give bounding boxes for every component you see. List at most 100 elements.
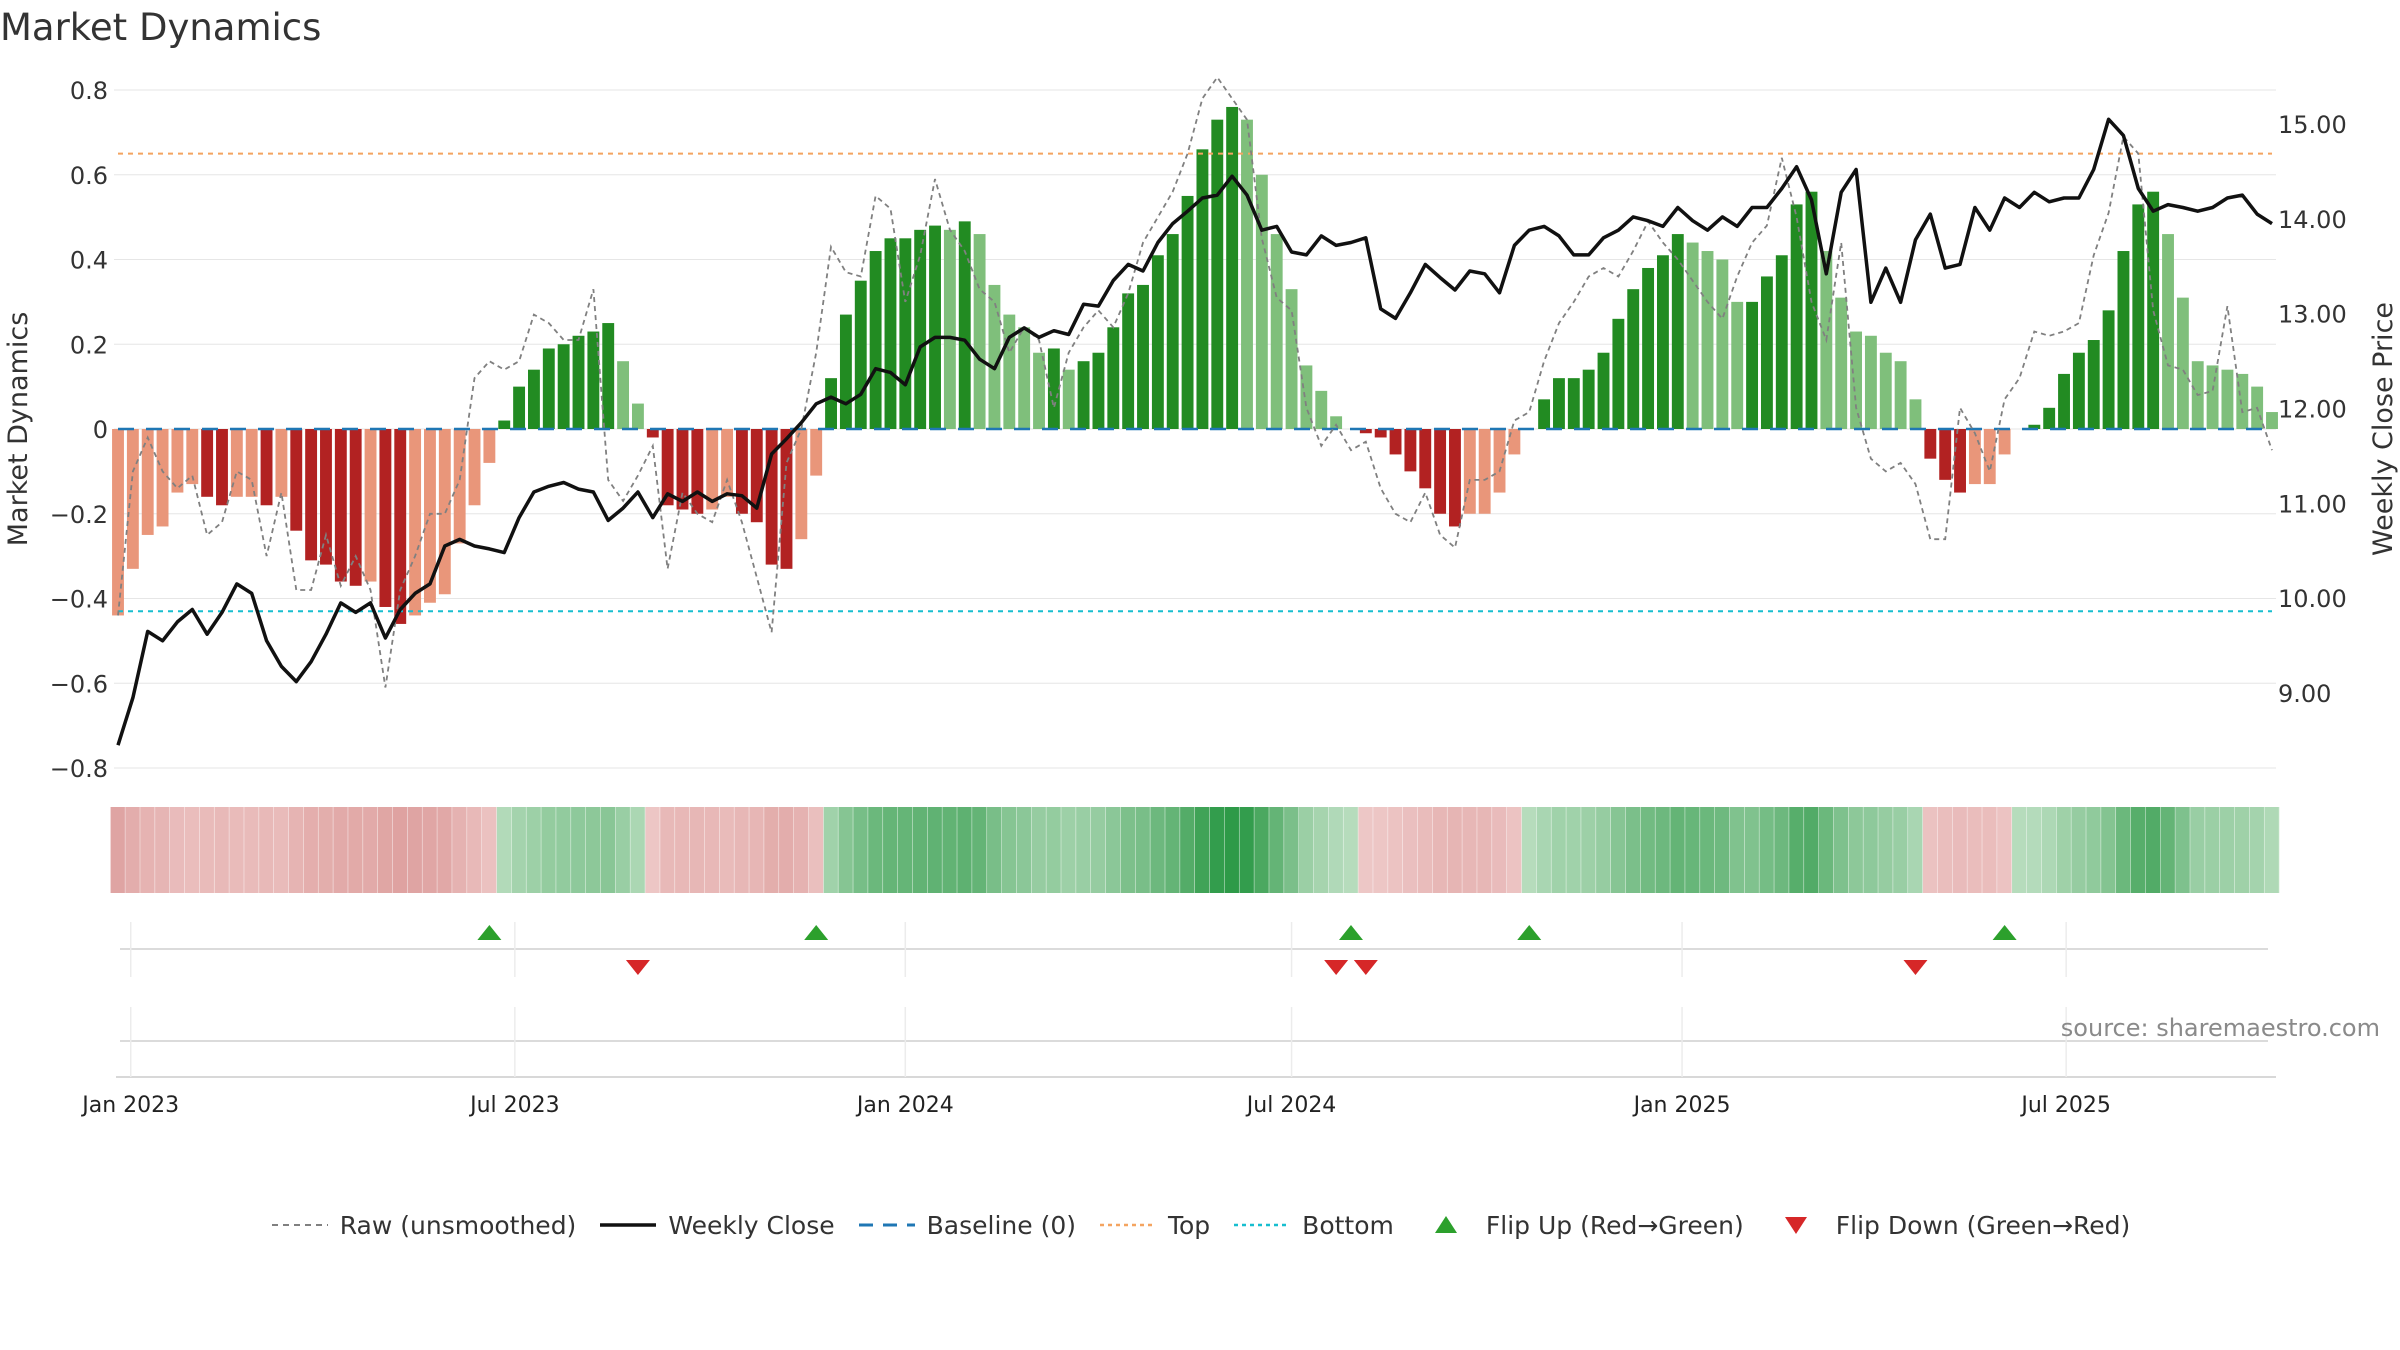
heat-strip-cell	[1789, 807, 1805, 893]
histogram-bar	[1538, 399, 1551, 429]
histogram-bar	[1062, 369, 1075, 429]
histogram-bar	[854, 280, 867, 429]
heat-strip-cell	[2234, 807, 2251, 893]
histogram-bar	[1092, 352, 1105, 429]
heat-strip-cell	[2205, 807, 2221, 893]
heat-strip-cell	[630, 807, 646, 893]
flip-up-marker	[477, 925, 502, 940]
histogram-bar	[216, 429, 228, 506]
heat-strip-cell	[467, 807, 483, 893]
heat-strip-cell	[912, 807, 928, 893]
heat-strip-cell	[1804, 807, 1820, 893]
histogram-bar	[364, 429, 377, 582]
heat-strip-cell	[689, 807, 706, 893]
heat-strip-cell	[169, 807, 186, 893]
heat-strip-cell	[1462, 807, 1478, 893]
histogram-bar	[914, 229, 927, 429]
histogram-bar	[2176, 297, 2189, 429]
heat-strip-cell	[853, 807, 869, 893]
legend-item-baseline[interactable]: Baseline (0)	[857, 1210, 1076, 1240]
histogram-bar	[1835, 297, 1848, 429]
histogram-bar	[1954, 429, 1966, 493]
histogram-bar	[2236, 373, 2249, 429]
histogram-bar	[1077, 361, 1090, 429]
histogram-bar	[2102, 310, 2115, 429]
heat-strip-cell	[496, 807, 512, 893]
legend-swatch-raw	[271, 1224, 328, 1226]
heat-strip-cell	[244, 807, 260, 893]
histogram-bar	[2043, 407, 2056, 429]
legend-item-top[interactable]: Top	[1098, 1210, 1210, 1240]
histogram-bar	[334, 429, 347, 582]
heat-strip-cell	[793, 807, 810, 893]
heat-strip-cell	[1640, 807, 1656, 893]
y-tick-label-left: 0.4	[70, 247, 108, 275]
legend-item-flip-up[interactable]: Flip Up (Red→Green)	[1416, 1210, 1744, 1240]
x-tick-label: Jul 2024	[1245, 1093, 1337, 1118]
histogram-bar	[2132, 204, 2145, 429]
heat-strip-cell	[199, 807, 215, 893]
histogram-bar	[1731, 301, 1744, 429]
raw-series-line	[117, 75, 2273, 688]
heat-strip-cell	[1358, 807, 1374, 893]
histogram-bar	[557, 344, 570, 429]
heat-strip-cell	[318, 807, 334, 893]
histogram-bar	[528, 369, 540, 429]
heat-strip-cell	[2175, 807, 2191, 893]
heat-strip-cell	[1180, 807, 1196, 893]
histogram-bar	[1151, 255, 1164, 429]
legend-item-close[interactable]: Weekly Close	[598, 1210, 835, 1240]
heat-strip-cell	[823, 807, 839, 893]
histogram-bar	[1671, 234, 1684, 429]
histogram-bar	[349, 429, 362, 586]
heat-strip-cell	[481, 807, 498, 893]
y-tick-label-left: 0	[93, 416, 108, 444]
histogram-bar	[1330, 416, 1343, 429]
histogram-bar	[1018, 327, 1031, 429]
heat-strip-cell	[2264, 807, 2280, 893]
heat-strip-cell	[2220, 807, 2236, 893]
histogram-bar	[1686, 242, 1699, 429]
heat-strip-cell	[229, 807, 245, 893]
heat-strip-cell	[288, 807, 304, 893]
legend-label-bottom: Bottom	[1302, 1210, 1394, 1240]
histogram-bar	[498, 420, 511, 429]
heat-strip-cell	[1596, 807, 1612, 893]
histogram-bar	[320, 429, 332, 565]
histogram-bar	[379, 429, 392, 607]
heat-strip-cell	[1076, 807, 1092, 893]
histogram-bar	[1107, 327, 1120, 429]
histogram-bar	[973, 234, 986, 429]
heat-strip-cell	[511, 807, 527, 893]
heat-strip-cell	[1284, 807, 1300, 893]
heat-strip-cell	[1328, 807, 1344, 893]
legend-item-raw[interactable]: Raw (unsmoothed)	[270, 1210, 576, 1240]
heat-strip-cell	[1195, 807, 1211, 893]
heat-strip-cell	[1239, 807, 1255, 893]
histogram-bar	[2221, 369, 2234, 429]
heat-strip-cell	[585, 807, 602, 893]
heat-strip-cell	[1492, 807, 1508, 893]
heat-strip-cell	[749, 807, 765, 893]
heat-strip-cell	[1343, 807, 1359, 893]
heat-strip-cell	[1581, 807, 1597, 893]
histogram-bar	[245, 429, 258, 497]
histogram-bar	[617, 361, 630, 429]
y-tick-label-left: 0.6	[70, 162, 108, 190]
histogram-bar	[1137, 284, 1149, 429]
chart-legend: Raw (unsmoothed) Weekly Close Baseline (…	[0, 1207, 2400, 1243]
histogram-bar	[453, 429, 466, 544]
heat-strip-cell	[987, 807, 1003, 893]
histogram-bar	[1924, 429, 1937, 459]
legend-item-bottom[interactable]: Bottom	[1232, 1210, 1394, 1240]
heat-strip-cell	[1447, 807, 1463, 893]
y-tick-label-left: −0.6	[50, 670, 108, 698]
legend-item-flip-down[interactable]: Flip Down (Green→Red)	[1766, 1210, 2130, 1240]
heat-strip-cell	[957, 807, 973, 893]
histogram-bar	[1285, 289, 1298, 429]
histogram-bar	[409, 429, 422, 616]
histogram-bar	[290, 429, 303, 531]
histogram-bar	[899, 238, 912, 429]
histogram-bar	[780, 429, 793, 569]
legend-swatch-close	[600, 1223, 657, 1227]
